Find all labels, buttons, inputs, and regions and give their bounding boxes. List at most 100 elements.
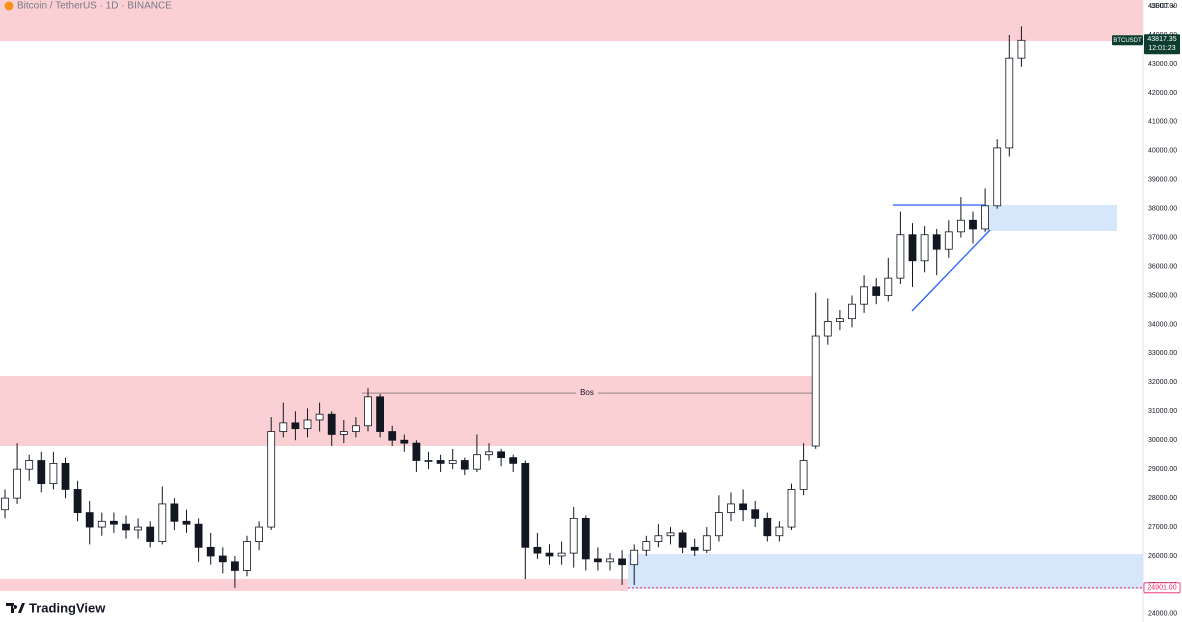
candle-body xyxy=(1017,39,1026,59)
candle-body xyxy=(860,286,868,305)
zone xyxy=(0,375,812,447)
candle-body xyxy=(775,526,784,537)
candle-body xyxy=(460,460,469,470)
candle-body xyxy=(436,460,445,464)
candle-body xyxy=(194,523,203,548)
candle-body xyxy=(339,431,348,435)
candle-body xyxy=(920,234,929,262)
level-tag-label: 24901.00 xyxy=(1147,585,1176,592)
candle-body xyxy=(569,517,578,554)
candle-body xyxy=(1005,57,1014,149)
bos-label: Bos xyxy=(580,388,594,397)
candle-body xyxy=(170,503,179,522)
price-timer: 12:01:23 xyxy=(1148,45,1175,52)
candle-body xyxy=(557,552,566,557)
y-tick-label: 28000.00 xyxy=(1148,495,1177,502)
candle-body xyxy=(981,205,989,230)
zone xyxy=(985,204,1117,231)
candle-body xyxy=(787,489,796,528)
y-tick-label: 34000.00 xyxy=(1148,321,1177,328)
header: Bitcoin / TetherUS · 1D · BINANCE USDT xyxy=(4,1,1176,12)
candle-body xyxy=(799,460,808,490)
candle-body xyxy=(412,442,421,461)
candle-body xyxy=(400,439,409,444)
candle-body xyxy=(666,532,675,537)
y-tick-label: 31000.00 xyxy=(1148,408,1177,415)
candle-body xyxy=(388,431,397,441)
candle-body xyxy=(594,558,602,563)
candle-body xyxy=(896,234,905,279)
candle-body xyxy=(533,546,542,554)
zone xyxy=(0,0,1143,42)
y-tick-label: 43000.00 xyxy=(1148,61,1177,68)
candle-body xyxy=(884,277,893,296)
candle-body xyxy=(642,541,651,551)
candle-body xyxy=(763,517,772,537)
candle-body xyxy=(823,321,832,337)
candle-body xyxy=(85,512,94,528)
triangle-bottom xyxy=(911,229,991,312)
y-tick-label: 29000.00 xyxy=(1148,466,1177,473)
candle-body xyxy=(255,526,264,542)
header-title: Bitcoin / TetherUS · 1D · BINANCE xyxy=(17,1,172,12)
candle-body xyxy=(267,431,276,528)
y-tick-label: 35000.00 xyxy=(1148,292,1177,299)
price-tag-label: 43817.35 xyxy=(1147,36,1176,43)
price-tag xyxy=(1144,34,1180,55)
candle-body xyxy=(957,219,965,233)
y-tick-label: 37000.00 xyxy=(1148,234,1177,241)
currency[interactable]: USDT xyxy=(1150,3,1170,10)
candle-body xyxy=(630,549,639,566)
candle-body xyxy=(291,422,300,430)
candle-body xyxy=(497,451,506,458)
candle-body xyxy=(606,558,614,563)
y-tick-label: 27000.00 xyxy=(1148,524,1177,531)
candle-body xyxy=(715,512,723,537)
candle-body xyxy=(279,422,288,432)
y-tick-label: 40000.00 xyxy=(1148,148,1177,155)
candle-body xyxy=(509,457,518,464)
candle-body xyxy=(581,517,590,560)
candle-body xyxy=(751,509,760,519)
candle-body xyxy=(424,460,433,462)
candle-body xyxy=(37,460,46,485)
candle-body xyxy=(969,219,977,230)
candle-body xyxy=(73,489,82,513)
candle-body xyxy=(872,286,881,296)
currency-caret[interactable] xyxy=(1170,4,1176,8)
candle-body xyxy=(618,558,626,566)
candle-body xyxy=(351,425,360,432)
candle-body xyxy=(315,413,324,421)
y-tick-label: 42000.00 xyxy=(1148,90,1177,97)
candle-body xyxy=(472,454,481,470)
candle-body xyxy=(25,460,34,470)
candle-body xyxy=(545,552,554,557)
y-tick-label: 41000.00 xyxy=(1148,119,1177,126)
candle-body xyxy=(110,520,118,525)
candle-body xyxy=(61,462,70,490)
candle-body xyxy=(376,396,385,432)
candle-body xyxy=(678,532,687,548)
candle-body xyxy=(485,451,493,456)
candle-body xyxy=(146,526,155,542)
candle-body xyxy=(836,318,844,322)
y-tick-label: 33000.00 xyxy=(1148,350,1177,357)
candle-body xyxy=(727,503,735,513)
zone xyxy=(0,578,628,592)
y-tick-label: 32000.00 xyxy=(1148,379,1177,386)
candle-body xyxy=(158,503,167,542)
candle-body xyxy=(654,535,663,542)
candle-body xyxy=(702,535,711,551)
candle-body xyxy=(364,396,372,427)
candle-body xyxy=(243,541,251,571)
y-tick-label: 26000.00 xyxy=(1148,553,1177,560)
candle-body xyxy=(97,520,106,528)
symbol-label: BTCUSDT xyxy=(1113,38,1142,44)
brand-name: TradingView xyxy=(29,600,106,615)
candle-body xyxy=(993,147,1002,207)
candle-body xyxy=(49,462,58,485)
candle-body xyxy=(1,497,9,511)
candle-body xyxy=(182,520,191,525)
